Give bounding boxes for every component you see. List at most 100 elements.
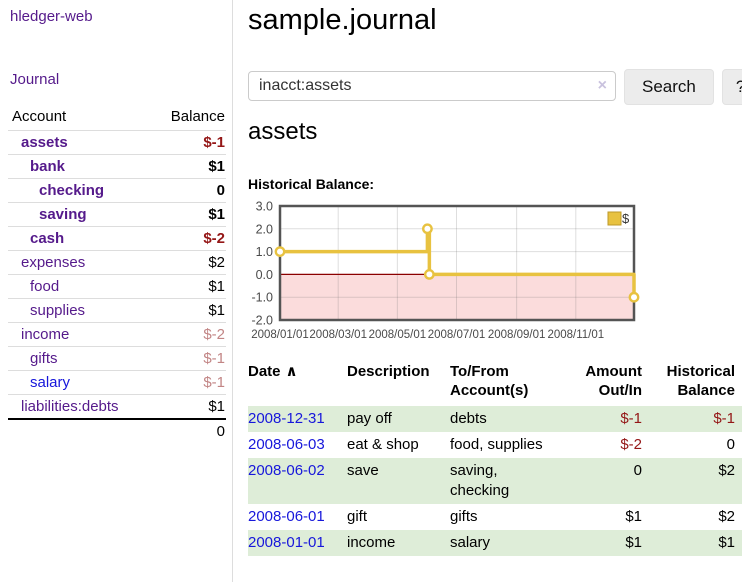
clear-search-icon[interactable]: × xyxy=(597,77,607,94)
svg-text:3.0: 3.0 xyxy=(256,200,273,214)
account-link-cash[interactable]: cash xyxy=(30,230,65,247)
page-title: sample.journal xyxy=(248,4,437,36)
account-row: food $1 xyxy=(8,274,226,299)
transaction-description: eat & shop xyxy=(347,436,419,453)
account-balance: $1 xyxy=(149,394,226,419)
register-header-date[interactable]: Date ∧ xyxy=(248,362,298,380)
account-row: cash $-2 xyxy=(8,226,226,251)
transaction-balance: $2 xyxy=(718,508,735,525)
account-row: assets $-1 xyxy=(8,131,226,155)
transaction-date-link[interactable]: 2008-06-01 xyxy=(248,508,325,525)
account-link-checking[interactable]: checking xyxy=(39,182,105,199)
register-row: 2008-06-02 save saving, checking 0 $2 xyxy=(248,458,742,504)
svg-text:1.0: 1.0 xyxy=(256,245,273,259)
transaction-description: income xyxy=(347,530,450,556)
register-row: 2008-06-01 gift gifts $1 $2 xyxy=(248,504,742,530)
account-balance: $1 xyxy=(149,154,226,179)
account-row: bank $1 xyxy=(8,154,226,179)
svg-text:2008/03/01: 2008/03/01 xyxy=(309,329,367,341)
svg-text:2.0: 2.0 xyxy=(256,222,273,236)
svg-text:$: $ xyxy=(622,211,630,226)
register-header-amount: Amount Out/In xyxy=(585,363,642,399)
search-button[interactable]: Search xyxy=(624,69,714,105)
transaction-amount: $1 xyxy=(562,530,642,556)
account-balance: $2 xyxy=(149,250,226,275)
account-balance: $-2 xyxy=(149,322,226,347)
transaction-date-link[interactable]: 2008-01-01 xyxy=(248,534,325,551)
account-heading: assets xyxy=(248,118,318,145)
account-balance: $1 xyxy=(149,202,226,227)
account-row: checking 0 xyxy=(8,178,226,203)
account-balance: 0 xyxy=(149,178,226,203)
transaction-amount: 0 xyxy=(562,458,642,504)
svg-text:-1.0: -1.0 xyxy=(251,291,273,305)
transaction-accounts: saving, checking xyxy=(450,458,562,504)
transaction-date-link[interactable]: 2008-06-02 xyxy=(248,462,325,479)
register-table: Date ∧ Description To/From Account(s) Amo… xyxy=(248,360,742,556)
chart-title: Historical Balance: xyxy=(248,176,375,192)
transaction-date-link[interactable]: 2008-12-31 xyxy=(248,410,325,427)
svg-text:2008/07/01: 2008/07/01 xyxy=(428,329,486,341)
register-header-balance: Historical Balance xyxy=(666,363,735,399)
search-form: × Search ? xyxy=(248,69,742,105)
accounts-header-account: Account xyxy=(8,104,150,131)
register-header-description: Description xyxy=(347,363,430,380)
sort-asc-icon: ∧ xyxy=(285,362,298,380)
svg-text:2008/01/01: 2008/01/01 xyxy=(251,329,309,341)
register-header-accounts: To/From Account(s) xyxy=(450,363,529,399)
account-link-expenses[interactable]: expenses xyxy=(21,254,86,271)
svg-text:0.0: 0.0 xyxy=(256,268,273,282)
register-row: 2008-12-31 pay off debts $-1 $-1 xyxy=(248,406,742,432)
transaction-accounts: debts xyxy=(450,406,562,432)
transaction-accounts: food, supplies xyxy=(450,436,543,453)
svg-text:2008/09/01: 2008/09/01 xyxy=(488,329,546,341)
account-balance: $1 xyxy=(149,274,226,299)
sidebar: hledger-web Journal Account Balance asse… xyxy=(0,0,233,582)
transaction-balance: 0 xyxy=(726,436,735,453)
accounts-table: Account Balance assets $-1 bank $1 checkin… xyxy=(8,104,226,443)
transaction-description: save xyxy=(347,458,450,504)
account-link-bank[interactable]: bank xyxy=(30,158,66,175)
svg-text:2008/11/01: 2008/11/01 xyxy=(547,329,604,341)
transaction-accounts: salary xyxy=(450,530,562,556)
app-title-link[interactable]: hledger-web xyxy=(10,8,93,25)
accounts-header-balance: Balance xyxy=(149,104,226,131)
transaction-description: gift xyxy=(347,508,368,525)
transaction-accounts: gifts xyxy=(450,508,478,525)
account-link-saving[interactable]: saving xyxy=(39,206,87,223)
transaction-amount: $1 xyxy=(625,508,642,525)
register-row: 2008-06-03 eat & shop food, supplies $-2… xyxy=(248,432,742,458)
account-link-gifts[interactable]: gifts xyxy=(30,350,58,367)
account-link-food[interactable]: food xyxy=(30,278,60,295)
transaction-balance: $-1 xyxy=(642,406,742,432)
account-row: expenses $2 xyxy=(8,250,226,275)
help-button[interactable]: ? xyxy=(721,69,742,105)
account-link-supplies[interactable]: supplies xyxy=(30,302,86,319)
svg-text:-2.0: -2.0 xyxy=(251,314,273,328)
account-row: salary $-1 xyxy=(8,370,226,395)
sidebar-item-journal[interactable]: Journal xyxy=(10,71,60,88)
account-balance: $-1 xyxy=(203,134,225,151)
account-row: gifts $-1 xyxy=(8,346,226,371)
account-link-assets[interactable]: assets xyxy=(21,134,68,151)
account-link-income[interactable]: income xyxy=(21,326,70,343)
account-balance: $-1 xyxy=(149,346,226,371)
register-row: 2008-01-01 income salary $1 $1 xyxy=(248,530,742,556)
account-balance: $-1 xyxy=(149,370,226,395)
transaction-date-link[interactable]: 2008-06-03 xyxy=(248,436,325,453)
account-balance: $-2 xyxy=(149,226,226,251)
account-link-liabilities-debts[interactable]: liabilities:debts xyxy=(21,398,119,415)
svg-text:2008/05/01: 2008/05/01 xyxy=(369,329,427,341)
accounts-total-row: 0 xyxy=(8,418,226,443)
account-row: saving $1 xyxy=(8,202,226,227)
account-link-salary[interactable]: salary xyxy=(30,374,71,391)
transaction-amount: $-2 xyxy=(620,436,642,453)
account-balance: $1 xyxy=(149,298,226,323)
transaction-amount: $-1 xyxy=(562,406,642,432)
search-input[interactable] xyxy=(248,71,616,101)
transaction-balance: $1 xyxy=(642,530,742,556)
account-row: income $-2 xyxy=(8,322,226,347)
account-row: supplies $1 xyxy=(8,298,226,323)
